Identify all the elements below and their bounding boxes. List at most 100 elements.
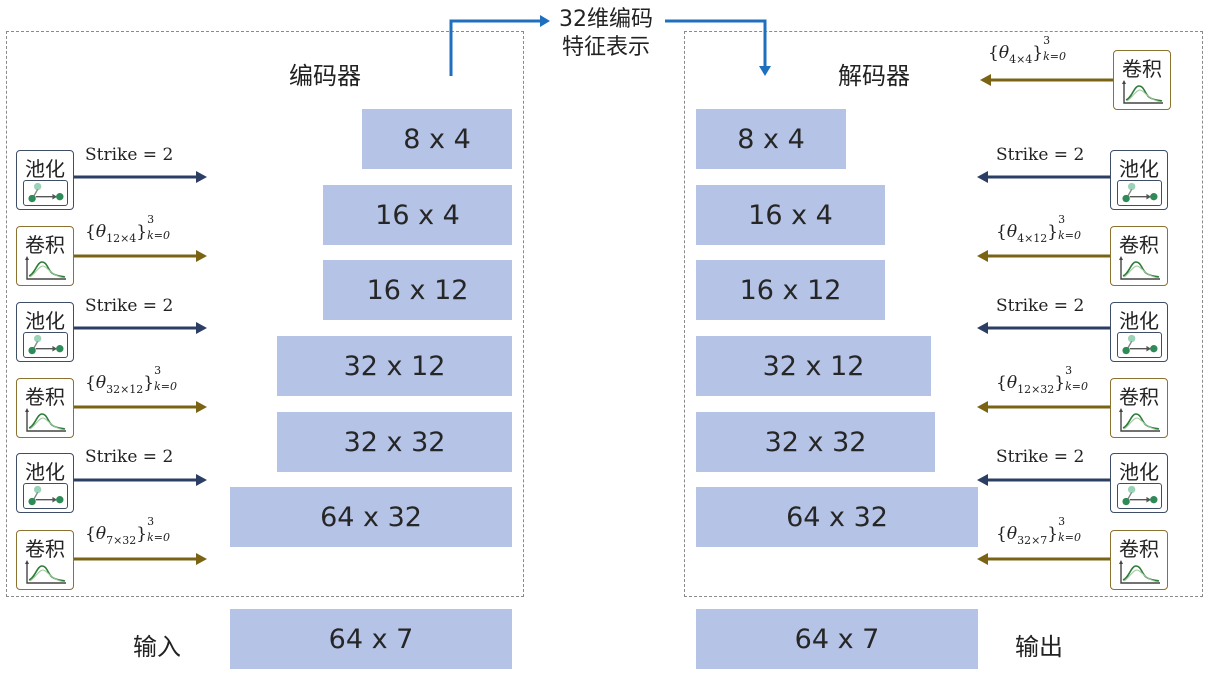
decoder-op-param-1: {θ4×4} 3 k=0 bbox=[988, 34, 1067, 66]
pool-nodes-icon bbox=[23, 483, 68, 509]
param-text: Strike = 2 bbox=[85, 145, 174, 165]
param-base: θ bbox=[1006, 524, 1018, 544]
decoder-op-param-5: {θ12×32} 3 k=0 bbox=[996, 364, 1089, 396]
param-sub: 12×4 bbox=[106, 232, 137, 245]
op-label: 池化 bbox=[25, 309, 65, 333]
input-block: 64 x 7 bbox=[230, 609, 512, 669]
param-sup: 3 bbox=[1065, 364, 1073, 377]
decoder-op-param-2: Strike = 2 bbox=[996, 145, 1084, 165]
encoder-op-conv-3: 卷积 bbox=[16, 530, 74, 590]
param-range: k=0 bbox=[1043, 50, 1067, 63]
feature-label-line-1: 32维编码 bbox=[559, 7, 653, 32]
op-label: 卷积 bbox=[1119, 385, 1159, 409]
op-label: 卷积 bbox=[1122, 57, 1162, 81]
op-label: 卷积 bbox=[25, 537, 65, 561]
decoder-block-64x32: 64 x 32 bbox=[696, 487, 978, 547]
encoder-op-conv-2: 卷积 bbox=[16, 378, 74, 438]
decoder-op-param-4: Strike = 2 bbox=[996, 296, 1084, 316]
feature-arrow-in bbox=[665, 19, 771, 76]
param-text: Strike = 2 bbox=[85, 447, 174, 467]
encoder-pool-arrow-1 bbox=[74, 171, 207, 183]
param-sup: 3 bbox=[1058, 515, 1066, 528]
decoder-op-conv-1: 卷积 bbox=[1113, 50, 1171, 110]
encoder-conv-arrow-2 bbox=[74, 401, 207, 413]
param-sub: 4×12 bbox=[1017, 232, 1048, 245]
feature-label-line-2: 特征表示 bbox=[561, 35, 650, 60]
param-sup: 3 bbox=[1043, 34, 1051, 47]
conv-curve-icon bbox=[1122, 80, 1163, 104]
param-sub: 4×4 bbox=[1009, 53, 1033, 66]
pool-nodes-icon bbox=[23, 332, 68, 358]
decoder-conv-arrow-3 bbox=[977, 401, 1110, 413]
op-label: 池化 bbox=[25, 157, 65, 181]
param-text: Strike = 2 bbox=[996, 145, 1085, 165]
decoder-pool-arrow-1 bbox=[977, 171, 1110, 183]
decoder-block-16x12: 16 x 12 bbox=[696, 260, 885, 320]
encoder-conv-arrow-3 bbox=[74, 553, 207, 565]
decoder-op-pool-2: 池化 bbox=[1110, 302, 1168, 362]
conv-curve-icon bbox=[25, 560, 66, 584]
encoder-op-param-2: {θ12×4} 3 k=0 bbox=[85, 213, 171, 245]
encoder-block-8x4: 8 x 4 bbox=[362, 109, 512, 169]
param-sub: 12×32 bbox=[1017, 383, 1055, 396]
conv-curve-icon bbox=[25, 408, 66, 432]
conv-curve-icon bbox=[1119, 256, 1160, 280]
decoder-block-32x12: 32 x 12 bbox=[696, 336, 931, 396]
op-label: 池化 bbox=[1119, 460, 1159, 484]
op-label: 卷积 bbox=[25, 233, 65, 257]
feature-arrow-out bbox=[449, 15, 550, 76]
conv-curve-icon bbox=[1119, 560, 1160, 584]
param-range: k=0 bbox=[147, 229, 171, 242]
decoder-pool-arrow-2 bbox=[977, 322, 1110, 334]
encoder-op-param-4: {θ32×12} 3 k=0 bbox=[85, 364, 178, 396]
param-sub: 32×7 bbox=[1017, 534, 1048, 547]
param-range: k=0 bbox=[147, 531, 171, 544]
pool-nodes-icon bbox=[1117, 332, 1162, 358]
encoder-op-param-1: Strike = 2 bbox=[85, 145, 173, 165]
decoder-op-conv-2: 卷积 bbox=[1110, 226, 1168, 286]
param-base: θ bbox=[95, 373, 107, 393]
param-text: Strike = 2 bbox=[996, 296, 1085, 316]
encoder-op-conv-1: 卷积 bbox=[16, 226, 74, 286]
output-block: 64 x 7 bbox=[696, 609, 978, 669]
param-sup: 3 bbox=[147, 515, 155, 528]
encoder-op-pool-1: 池化 bbox=[16, 150, 74, 210]
param-base: θ bbox=[95, 222, 107, 242]
decoder-op-conv-4: 卷积 bbox=[1110, 530, 1168, 590]
input-label: 输入 bbox=[133, 633, 181, 661]
param-text: Strike = 2 bbox=[85, 296, 174, 316]
param-range: k=0 bbox=[154, 380, 178, 393]
param-sup: 3 bbox=[147, 213, 155, 226]
param-range: k=0 bbox=[1065, 380, 1089, 393]
encoder-title: 编码器 bbox=[289, 62, 361, 90]
param-base: θ bbox=[998, 43, 1010, 63]
encoder-block-32x32: 32 x 32 bbox=[277, 412, 512, 472]
decoder-conv-arrow-1 bbox=[980, 74, 1113, 86]
decoder-block-8x4: 8 x 4 bbox=[696, 109, 846, 169]
param-sup: 3 bbox=[1058, 213, 1066, 226]
encoder-block-64x32: 64 x 32 bbox=[230, 487, 512, 547]
conv-curve-icon bbox=[1119, 408, 1160, 432]
decoder-op-param-7: {θ32×7} 3 k=0 bbox=[996, 515, 1082, 547]
param-sub: 7×32 bbox=[106, 534, 137, 547]
encoder-block-16x12: 16 x 12 bbox=[323, 260, 512, 320]
param-base: θ bbox=[1006, 373, 1018, 393]
pool-nodes-icon bbox=[23, 180, 68, 206]
decoder-block-16x4: 16 x 4 bbox=[696, 185, 885, 245]
feature-label: 32维编码 特征表示 bbox=[546, 6, 666, 62]
encoder-block-16x4: 16 x 4 bbox=[323, 185, 512, 245]
decoder-op-pool-1: 池化 bbox=[1110, 150, 1168, 210]
param-base: θ bbox=[95, 524, 107, 544]
op-label: 卷积 bbox=[1119, 537, 1159, 561]
op-label: 卷积 bbox=[1119, 233, 1159, 257]
conv-curve-icon bbox=[25, 256, 66, 280]
decoder-conv-arrow-2 bbox=[977, 250, 1110, 262]
encoder-op-param-5: Strike = 2 bbox=[85, 447, 173, 467]
pool-nodes-icon bbox=[1117, 483, 1162, 509]
decoder-conv-arrow-4 bbox=[977, 553, 1110, 565]
encoder-conv-arrow-1 bbox=[74, 250, 207, 262]
decoder-op-conv-3: 卷积 bbox=[1110, 378, 1168, 438]
param-range: k=0 bbox=[1058, 531, 1082, 544]
encoder-frame bbox=[6, 31, 524, 597]
encoder-pool-arrow-3 bbox=[74, 474, 207, 486]
